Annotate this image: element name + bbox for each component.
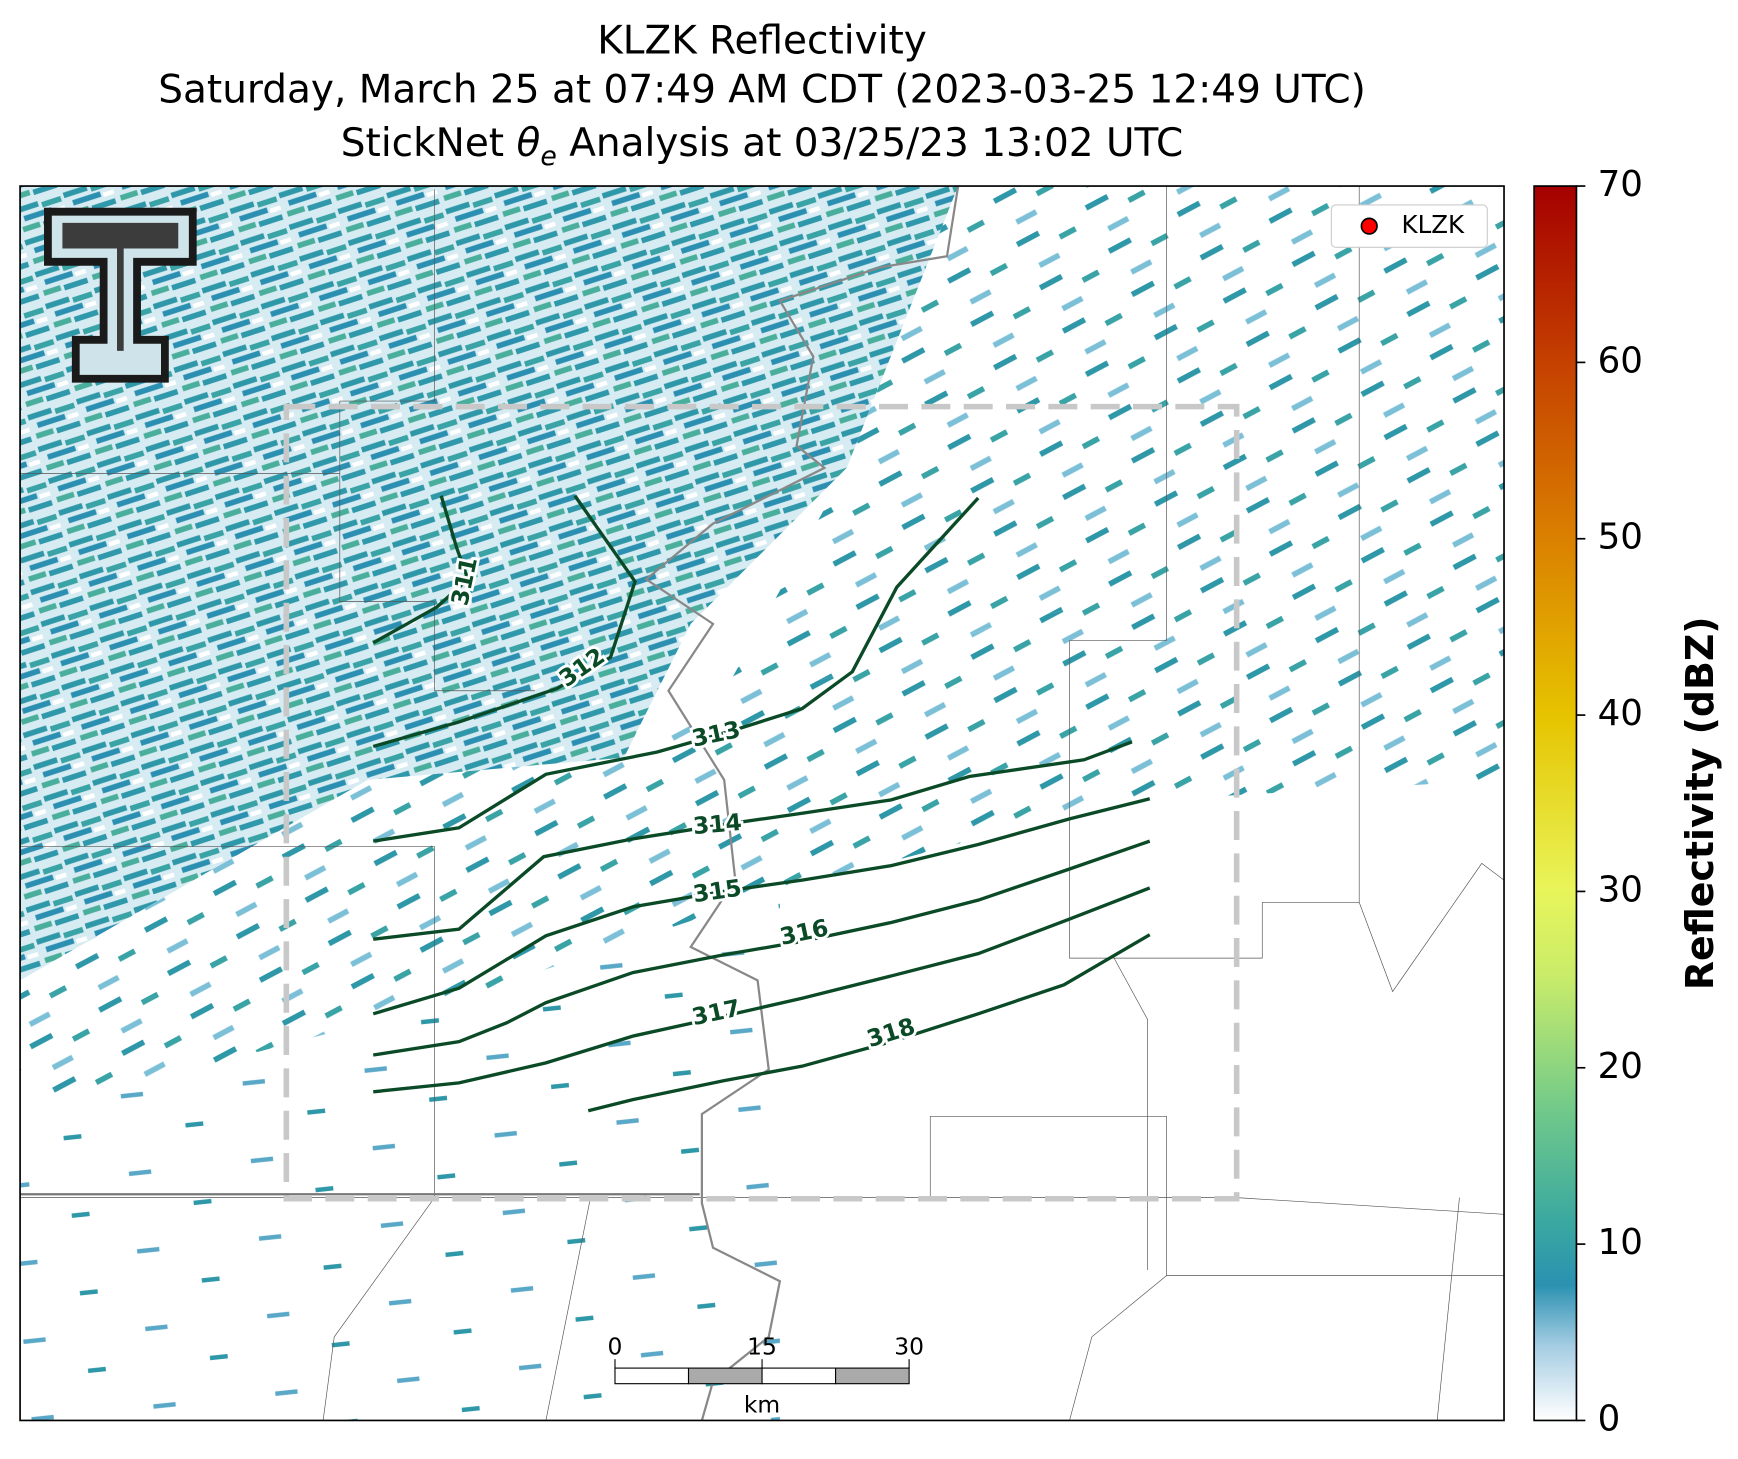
scale-bar-segment (687, 1367, 763, 1385)
colorbar-tick-label: 50 (1598, 517, 1643, 558)
colorbar-label: Reflectivity (dBZ) (1678, 616, 1722, 990)
analysis-prefix: StickNet (341, 121, 517, 166)
radar-echo-south (20, 891, 780, 1421)
contour-label: 314 (692, 808, 743, 840)
contour-label: 315 (691, 874, 743, 909)
scale-bar-segment (614, 1367, 690, 1385)
title: KLZK Reflectivity (597, 18, 927, 63)
contour-line (373, 740, 1133, 941)
analysis-subscript: e (540, 141, 556, 172)
contour-line (372, 496, 980, 843)
contour-line (372, 494, 637, 749)
analysis-suffix: Analysis at 03/25/23 13:02 UTC (557, 121, 1183, 166)
colorbar-tick-label: 30 (1598, 869, 1643, 910)
scale-bar-segment (761, 1367, 837, 1385)
contour-line (372, 495, 470, 645)
legend-label: KLZK (1402, 210, 1465, 239)
texas-tech-logo (44, 207, 197, 383)
analysis-title: StickNet θe Analysis at 03/25/23 13:02 U… (341, 121, 1184, 172)
radar-echo-dense (20, 186, 959, 981)
river-border (644, 186, 960, 1421)
colorbar-tick-label: 20 (1598, 1046, 1643, 1087)
colorbar-tick-label: 70 (1598, 164, 1643, 205)
subtitle: Saturday, March 25 at 07:49 AM CDT (2023… (158, 67, 1366, 112)
scale-bar-tick-label: 0 (608, 1333, 623, 1361)
scale-bar-tick-label: 30 (894, 1333, 924, 1361)
scale-bar-tick-label: 15 (747, 1333, 777, 1361)
scale-bar-unit: km (744, 1391, 780, 1419)
legend-marker (1360, 217, 1378, 235)
colorbar-tick-label: 10 (1598, 1222, 1643, 1263)
colorbar-tick-label: 40 (1598, 693, 1643, 734)
legend-box (1330, 204, 1488, 248)
scale-bar: 0 15 30 km (608, 1333, 924, 1419)
scale-bar-segment (835, 1367, 910, 1385)
radar-echo-sparse (20, 512, 1505, 1115)
map-frame (19, 185, 1505, 1422)
colorbar-tick-label: 60 (1598, 340, 1643, 381)
legend: KLZK (1330, 204, 1488, 248)
contour-line (372, 839, 1151, 1057)
colorbar-ticks: 0 10 20 30 40 50 60 70 (1576, 164, 1643, 1439)
contour-line (587, 933, 1151, 1113)
analysis-symbol: θ (517, 121, 541, 166)
analysis-domain-box (283, 403, 1240, 1202)
contour-line (373, 886, 1151, 1094)
contour-line (372, 797, 1151, 1016)
radar-echo-northeast (713, 186, 1505, 714)
colorbar-tick-label: 0 (1598, 1398, 1621, 1439)
colorbar (1533, 185, 1578, 1422)
